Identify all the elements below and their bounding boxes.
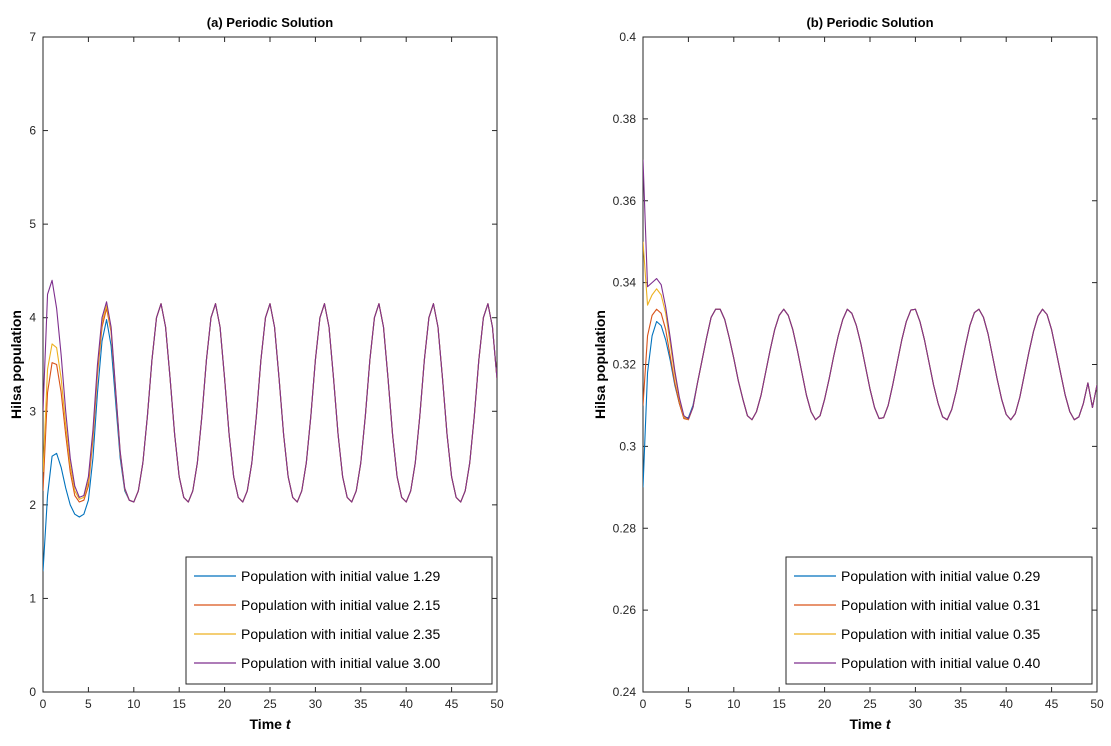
y-tick-label: 6 bbox=[29, 124, 36, 138]
series-line-4 bbox=[43, 279, 497, 503]
y-axis-label: Hilsa population bbox=[8, 310, 24, 419]
x-tick-label: 0 bbox=[40, 697, 47, 711]
legend-box bbox=[785, 556, 1093, 685]
series-group bbox=[43, 279, 497, 572]
x-tick-label: 25 bbox=[263, 697, 277, 711]
legend-label-4: Population with initial value 0.40 bbox=[841, 655, 1040, 671]
legend: Population with initial value 0.29 Popula… bbox=[785, 556, 1093, 685]
chart-panel-2: 0 5 10 15 20 25 30 35 40 45 50 0.24 0.26 0.28 0.3 0.32 0… bbox=[592, 15, 1104, 732]
legend-label-2: Population with initial value 0.31 bbox=[841, 597, 1040, 613]
x-tick-label: 30 bbox=[909, 697, 923, 711]
y-axis-label: Hilsa population bbox=[592, 310, 608, 419]
y-tick-label: 1 bbox=[29, 591, 36, 605]
x-tick-label: 50 bbox=[490, 697, 504, 711]
legend-label-3: Population with initial value 2.35 bbox=[241, 626, 440, 642]
x-tick-label: 20 bbox=[818, 697, 832, 711]
y-tick-label: 0 bbox=[29, 685, 36, 699]
x-tick-label: 5 bbox=[685, 697, 692, 711]
legend-label-1: Population with initial value 0.29 bbox=[841, 568, 1040, 584]
chart-title: (b) Periodic Solution bbox=[806, 15, 933, 30]
x-axis-label: Time t bbox=[850, 716, 892, 732]
y-tick-label: 4 bbox=[29, 311, 36, 325]
y-tick-label: 0.3 bbox=[619, 439, 636, 453]
y-tick-label: 0.4 bbox=[619, 30, 636, 44]
legend: Population with initial value 1.29 Popula… bbox=[185, 556, 493, 685]
legend-label-1: Population with initial value 1.29 bbox=[241, 568, 440, 584]
y-tick-label: 0.34 bbox=[613, 276, 637, 290]
x-tick-label: 45 bbox=[445, 697, 459, 711]
x-tick-label: 10 bbox=[127, 697, 141, 711]
x-tick-label: 40 bbox=[1000, 697, 1014, 711]
x-tick-label: 25 bbox=[863, 697, 877, 711]
x-tick-label: 40 bbox=[400, 697, 414, 711]
legend-label-3: Population with initial value 0.35 bbox=[841, 626, 1040, 642]
legend-label-2: Population with initial value 2.15 bbox=[241, 597, 440, 613]
x-tick-label: 35 bbox=[954, 697, 968, 711]
x-tick-label: 35 bbox=[354, 697, 368, 711]
x-axis-label: Time t bbox=[250, 716, 292, 732]
y-tick-label: 3 bbox=[29, 404, 36, 418]
series-line-4 bbox=[643, 159, 1097, 421]
x-tick-label: 15 bbox=[773, 697, 787, 711]
x-tick-label: 30 bbox=[309, 697, 323, 711]
y-tick-label: 0.38 bbox=[613, 112, 637, 126]
x-tick-label: 20 bbox=[218, 697, 232, 711]
y-tick-label: 2 bbox=[29, 498, 36, 512]
x-tick-label: 10 bbox=[727, 697, 741, 711]
chart-title: (a) Periodic Solution bbox=[207, 15, 333, 30]
y-tick-label: 0.28 bbox=[613, 521, 637, 535]
y-tick-label: 0.32 bbox=[613, 358, 637, 372]
legend-box bbox=[185, 556, 493, 685]
series-group bbox=[643, 159, 1097, 488]
y-tick-label: 0.26 bbox=[613, 603, 637, 617]
x-tick-label: 5 bbox=[85, 697, 92, 711]
x-tick-label: 0 bbox=[640, 697, 647, 711]
y-tick-label: 0.24 bbox=[613, 685, 637, 699]
y-tick-label: 0.36 bbox=[613, 194, 637, 208]
y-tick-label: 7 bbox=[29, 30, 36, 44]
x-tick-label: 50 bbox=[1090, 697, 1104, 711]
legend-label-4: Population with initial value 3.00 bbox=[241, 655, 440, 671]
x-tick-label: 15 bbox=[173, 697, 187, 711]
y-tick-label: 5 bbox=[29, 217, 36, 231]
x-tick-label: 45 bbox=[1045, 697, 1059, 711]
